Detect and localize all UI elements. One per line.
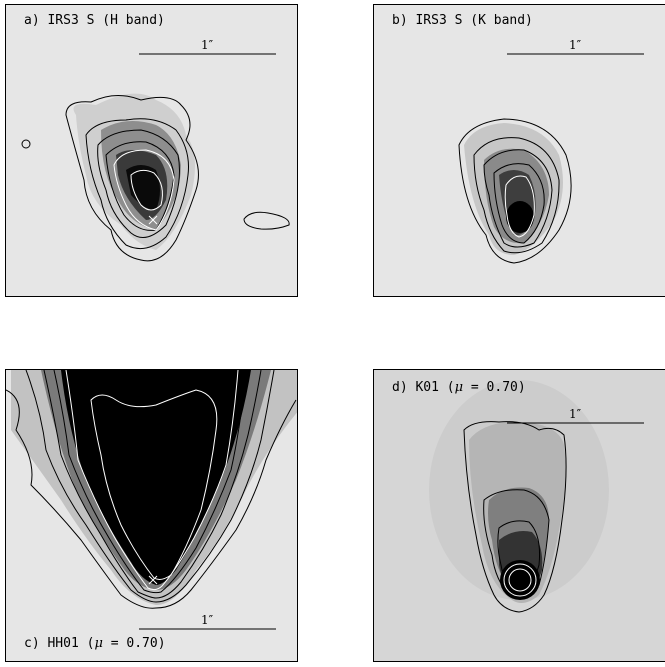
- contour-a-3: [97, 129, 180, 238]
- panel-a-label: a) IRS3 S (H band): [24, 13, 165, 28]
- contour-d-3: [497, 520, 540, 596]
- contour-c-3: [43, 370, 262, 599]
- contour-a-right-blob: [243, 211, 290, 230]
- contour-c-white-2: [90, 389, 218, 580]
- panel-b-irs3-k-band: b) IRS3 S (K band) 1″: [373, 4, 665, 297]
- panel-d-label-prefix: d) K01 (: [392, 380, 455, 395]
- contour-b-2: [473, 137, 560, 254]
- peak-marker-icon: [148, 575, 158, 585]
- panel-a-irs3-h-band: a) IRS3 S (H band) 1″: [5, 4, 298, 297]
- contour-c-2: [25, 370, 275, 603]
- contour-a-4: [105, 141, 175, 231]
- contour-c-4: [53, 370, 247, 594]
- panel-d-label: d) K01 (μ = 0.70): [392, 380, 526, 395]
- contour-a-1: [65, 95, 199, 262]
- panel-a-image: [6, 5, 297, 296]
- panel-c-hh01: c) HH01 (μ = 0.70) 1″: [5, 369, 298, 662]
- panel-d-k01: d) K01 (μ = 0.70) 1″: [373, 369, 665, 662]
- contour-d-white-inner: [508, 568, 532, 592]
- contour-d-1: [463, 421, 567, 613]
- panel-d-mu: μ: [454, 380, 464, 395]
- contour-c-1: [6, 389, 297, 609]
- contour-c-white-1: [65, 370, 239, 591]
- scale-label-c: 1″: [201, 613, 214, 627]
- contour-b-3: [483, 149, 553, 248]
- panel-b-label: b) IRS3 S (K band): [392, 13, 533, 28]
- scale-label-b: 1″: [569, 38, 582, 52]
- panel-c-image: [6, 370, 297, 661]
- panel-c-mu: μ: [94, 636, 103, 651]
- contour-a-white-2: [130, 169, 163, 211]
- contour-a-2: [85, 118, 189, 250]
- panel-d-label-suffix: = 0.70): [463, 380, 526, 395]
- contour-a-white-1: [113, 149, 175, 231]
- contour-b-4: [493, 163, 545, 244]
- scale-label-d: 1″: [569, 407, 582, 421]
- contour-b-1: [458, 118, 572, 264]
- contour-a-small-circle: [21, 139, 31, 149]
- panel-c-label-suffix: = 0.70): [102, 636, 166, 651]
- panel-c-label-prefix: c) HH01 (: [24, 636, 95, 651]
- contour-d-2: [483, 489, 550, 599]
- panel-d-image: [374, 370, 665, 661]
- panel-c-label: c) HH01 (μ = 0.70): [24, 636, 166, 651]
- contour-b-white: [504, 175, 535, 238]
- peak-marker-icon: [148, 215, 158, 225]
- panel-b-image: [374, 5, 665, 296]
- scale-label-a: 1″: [201, 38, 214, 52]
- contour-d-white-outer: [503, 563, 537, 597]
